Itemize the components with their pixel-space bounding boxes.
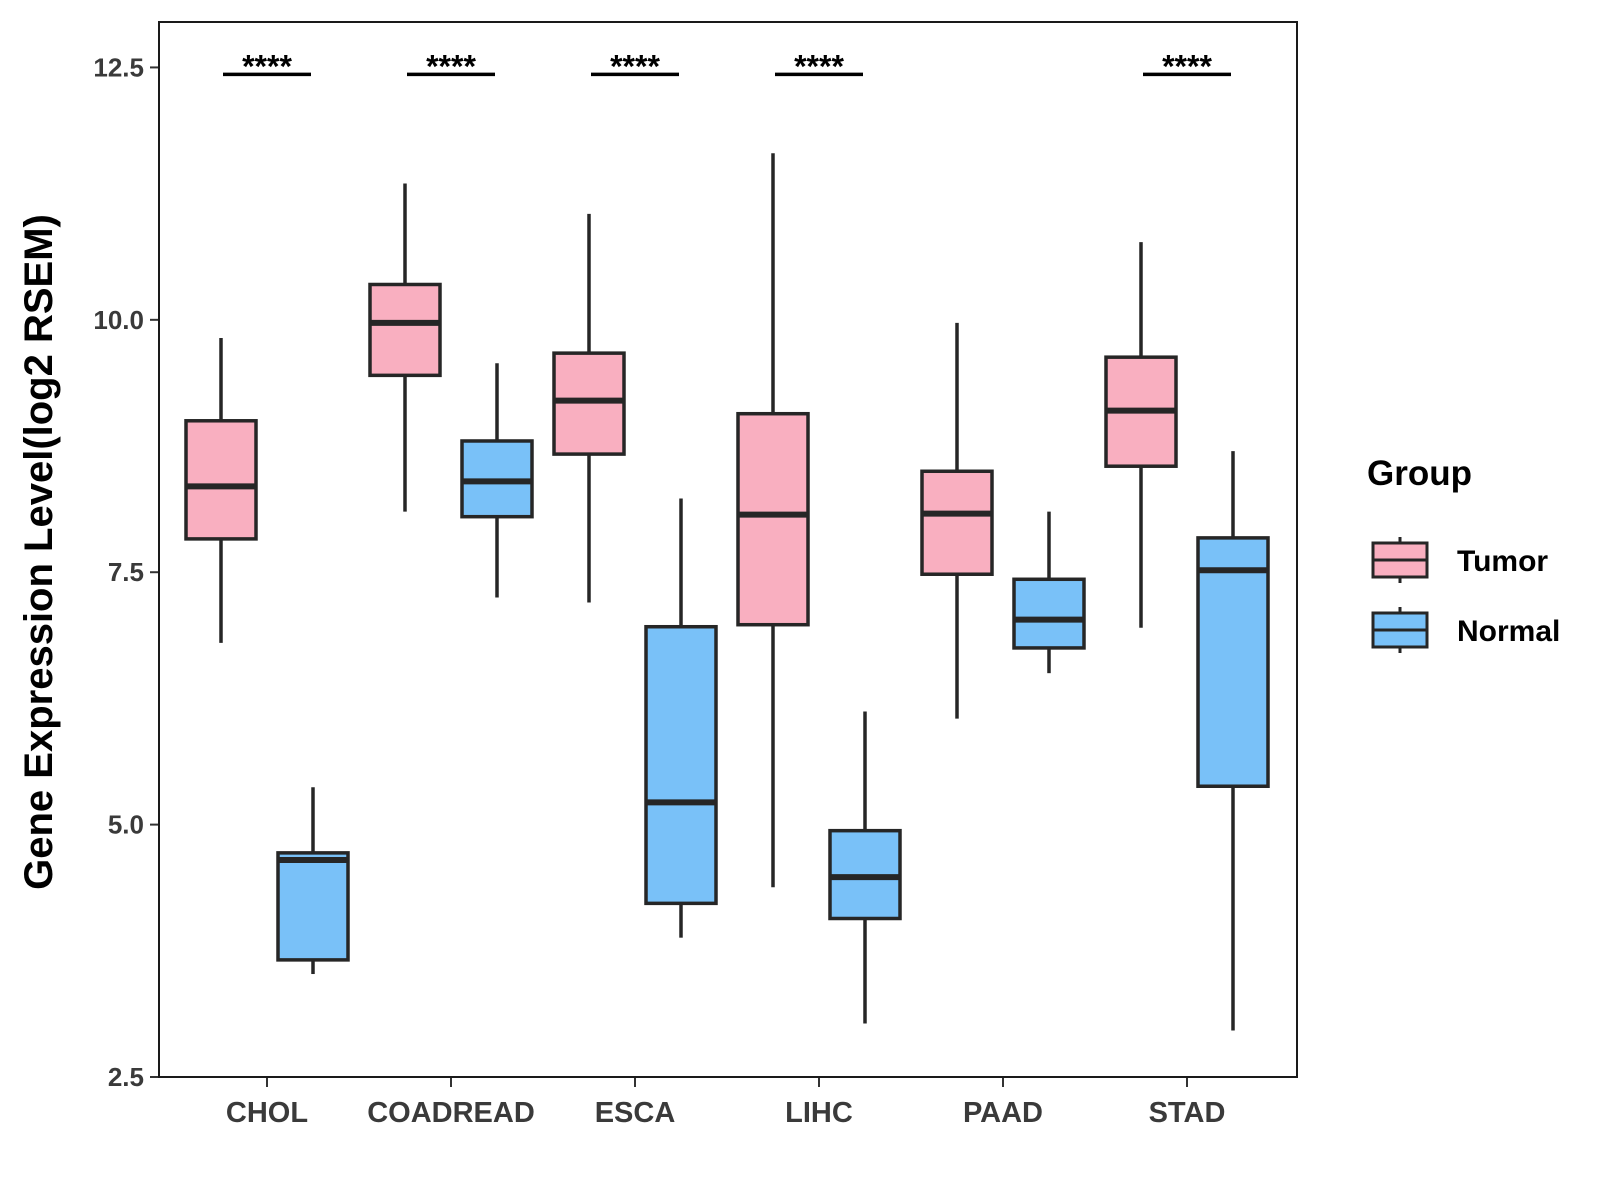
box-iqr — [1196, 536, 1270, 788]
box-normal-lihc — [828, 711, 902, 1024]
legend-item-normal: Normal — [1371, 607, 1560, 653]
plot-panel-border — [158, 21, 1298, 1078]
y-tick-label: 10.0 — [93, 305, 144, 335]
legend-label: Tumor — [1457, 545, 1548, 578]
box-iqr — [552, 351, 626, 456]
legend-label: Normal — [1457, 615, 1560, 648]
box-normal-stad — [1196, 451, 1270, 1031]
box-tumor-esca — [552, 213, 626, 603]
y-tick-label: 5.0 — [108, 810, 144, 840]
box-iqr — [276, 851, 350, 962]
x-tick-label: COADREAD — [367, 1097, 535, 1129]
x-tick-label: PAAD — [963, 1097, 1043, 1129]
legend-title: Group — [1367, 454, 1472, 493]
y-tick-label: 2.5 — [108, 1062, 144, 1092]
legend-item-tumor: Tumor — [1371, 537, 1548, 583]
box-iqr — [736, 411, 810, 627]
box-tumor-chol — [184, 337, 258, 643]
box-iqr — [920, 469, 994, 576]
legend: Group Tumor Normal — [1367, 454, 1560, 653]
x-tick-label: ESCA — [595, 1097, 676, 1129]
box-normal-coadread — [460, 363, 534, 598]
x-tick-label: STAD — [1149, 1097, 1226, 1129]
significance-label: **** — [426, 48, 476, 84]
box-normal-paad — [1012, 511, 1086, 674]
box-normal-chol — [276, 787, 350, 975]
significance-label: **** — [1162, 48, 1212, 84]
box-iqr — [184, 419, 258, 541]
significance-label: **** — [610, 48, 660, 84]
y-tick-label: 12.5 — [93, 52, 144, 82]
y-tick-label: 7.5 — [108, 557, 144, 587]
significance-label: **** — [794, 48, 844, 84]
significance-label: **** — [242, 48, 292, 84]
y-axis-title: Gene Expression Level(log2 RSEM) — [17, 214, 61, 890]
box-tumor-coadread — [368, 183, 442, 512]
box-normal-esca — [644, 498, 718, 938]
box-iqr — [644, 624, 718, 906]
x-tick-label: LIHC — [785, 1097, 853, 1129]
box-iqr — [1012, 577, 1086, 650]
box-tumor-lihc — [736, 153, 810, 888]
box-iqr — [368, 282, 442, 378]
box-tumor-paad — [920, 322, 994, 719]
x-tick-label: CHOL — [226, 1097, 308, 1129]
box-tumor-stad — [1104, 242, 1178, 628]
